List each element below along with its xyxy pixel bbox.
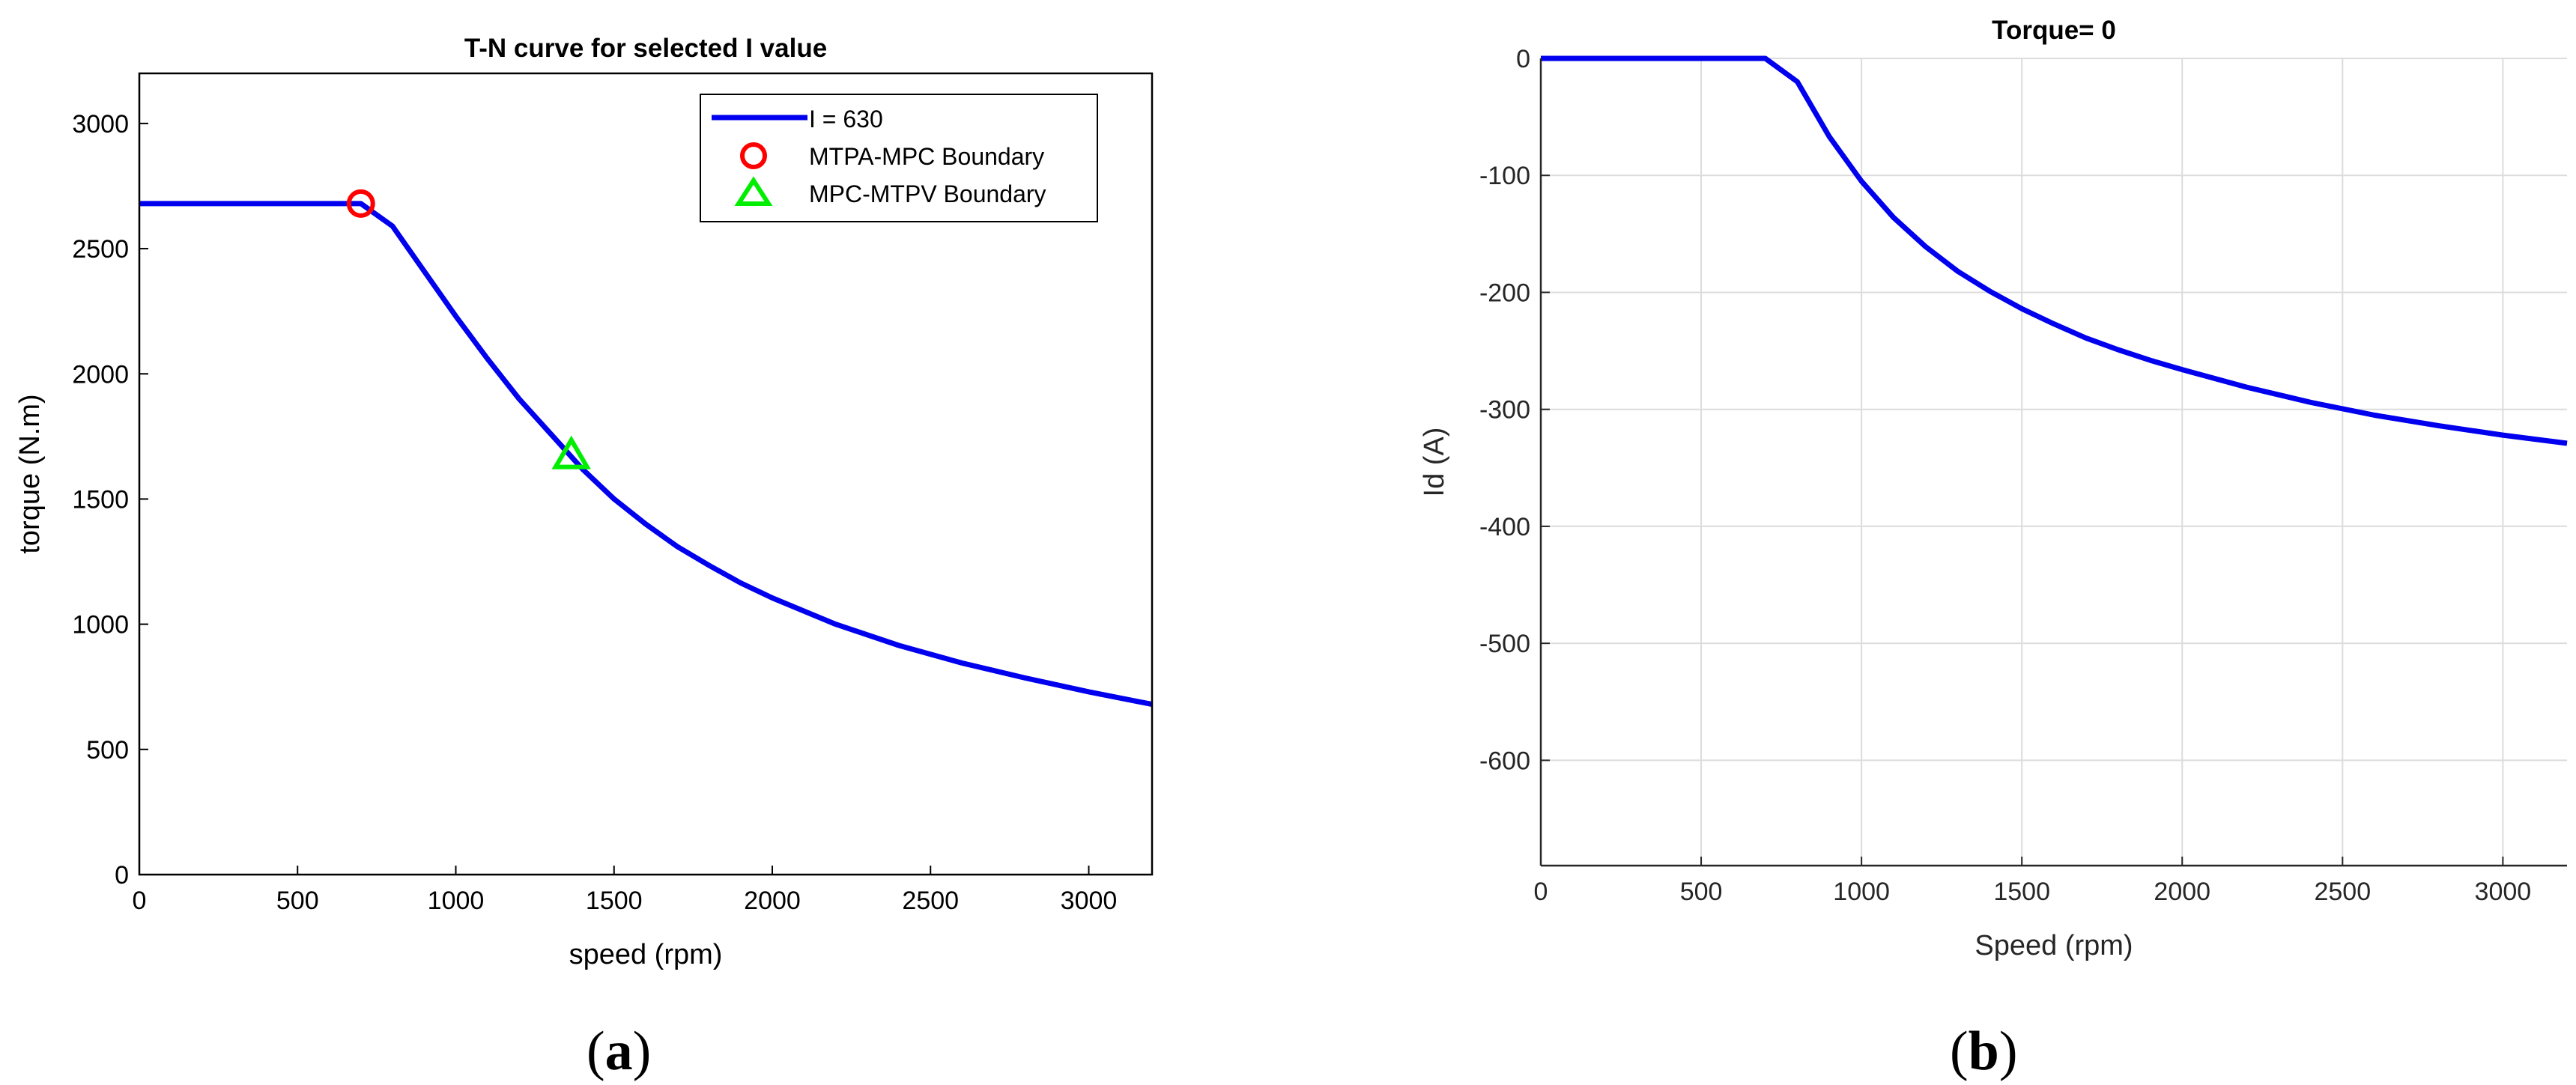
x-tick-label: 1500 [586, 887, 643, 915]
y-tick-label: -200 [1479, 279, 1530, 307]
legend-entry-series: I = 630 [809, 106, 883, 133]
x-tick-label: 2000 [744, 887, 801, 915]
x-axis-label-a: speed (rpm) [569, 939, 723, 970]
series-line [139, 201, 1153, 708]
y-tick-label: -600 [1479, 747, 1530, 775]
x-tick-label: 3000 [1061, 887, 1118, 915]
markers-a [346, 189, 591, 469]
caption-a-letter: a [604, 1021, 633, 1082]
legend-circle-swatch [740, 142, 767, 169]
grid-b [1540, 58, 2567, 866]
y-tick-label: 0 [1516, 45, 1530, 73]
legend-entry-mpc-mtpv: MPC-MTPV Boundary [809, 180, 1046, 207]
x-tick-label: 1000 [428, 887, 485, 915]
series-b [1541, 55, 2568, 446]
y-axis-label-b: Id (A) [1419, 428, 1450, 497]
series-a [139, 201, 1153, 708]
x-tick-label: 3000 [2475, 878, 2532, 906]
chart-panel-b: 0 500 1000 1500 2000 2500 3000 0 -100 -200 -300 -40… [1419, 16, 2568, 961]
chart-title-b: Torque= 0 [1992, 16, 2116, 45]
chart-title-a: T-N curve for selected I value [464, 34, 827, 63]
y-axis-label-a: torque (N.m) [14, 394, 46, 553]
x-tick-label: 500 [276, 887, 319, 915]
x-tick-label: 1000 [1833, 878, 1890, 906]
x-tick-label: 0 [133, 887, 147, 915]
y-tick-label: 1000 [72, 611, 129, 639]
series-line [1541, 55, 2568, 446]
legend-a: I = 630 MTPA-MPC Boundary MPC-MTPV Bound… [700, 94, 1098, 222]
y-tick-label: -300 [1479, 396, 1530, 425]
chart-panel-a: 0 500 1000 1500 2000 2500 3000 0 500 1000 1500 2000… [14, 34, 1154, 970]
x-tick-label: 2500 [902, 887, 959, 915]
y-tick-label: -400 [1479, 513, 1530, 541]
ticks-a: 0 500 1000 1500 2000 2500 3000 0 500 1000 1500 2000… [72, 110, 1117, 915]
y-tick-label: -500 [1479, 630, 1530, 658]
legend-triangle-swatch [734, 176, 773, 206]
y-tick-label: 3000 [72, 110, 129, 139]
x-tick-label: 0 [1534, 878, 1548, 906]
y-tick-label: 500 [86, 736, 129, 765]
axes-box-a [138, 72, 1154, 876]
x-tick-label: 500 [1680, 878, 1723, 906]
x-tick-label: 1500 [1993, 878, 2050, 906]
boundary-marker-circle [346, 189, 375, 218]
caption-a: (a) [587, 1021, 652, 1082]
y-tick-label: -100 [1479, 162, 1530, 190]
x-tick-label: 2500 [2314, 878, 2371, 906]
y-tick-label: 0 [115, 861, 129, 890]
y-tick-label: 2500 [72, 235, 129, 264]
x-axis-label-b: Speed (rpm) [1975, 930, 2133, 961]
x-tick-label: 2000 [2154, 878, 2210, 906]
caption-b: (b) [1950, 1021, 2018, 1082]
boundary-marker-triangle [551, 435, 591, 469]
plot-area-b [1541, 58, 2567, 866]
legend-entry-mtpa-mpc: MTPA-MPC Boundary [809, 143, 1044, 170]
caption-b-letter: b [1968, 1021, 1999, 1082]
y-tick-label: 2000 [72, 360, 129, 389]
y-tick-label: 1500 [72, 485, 129, 514]
ticks-b: 0 500 1000 1500 2000 2500 3000 0 -100 -200 -300 -40… [1479, 45, 2531, 906]
